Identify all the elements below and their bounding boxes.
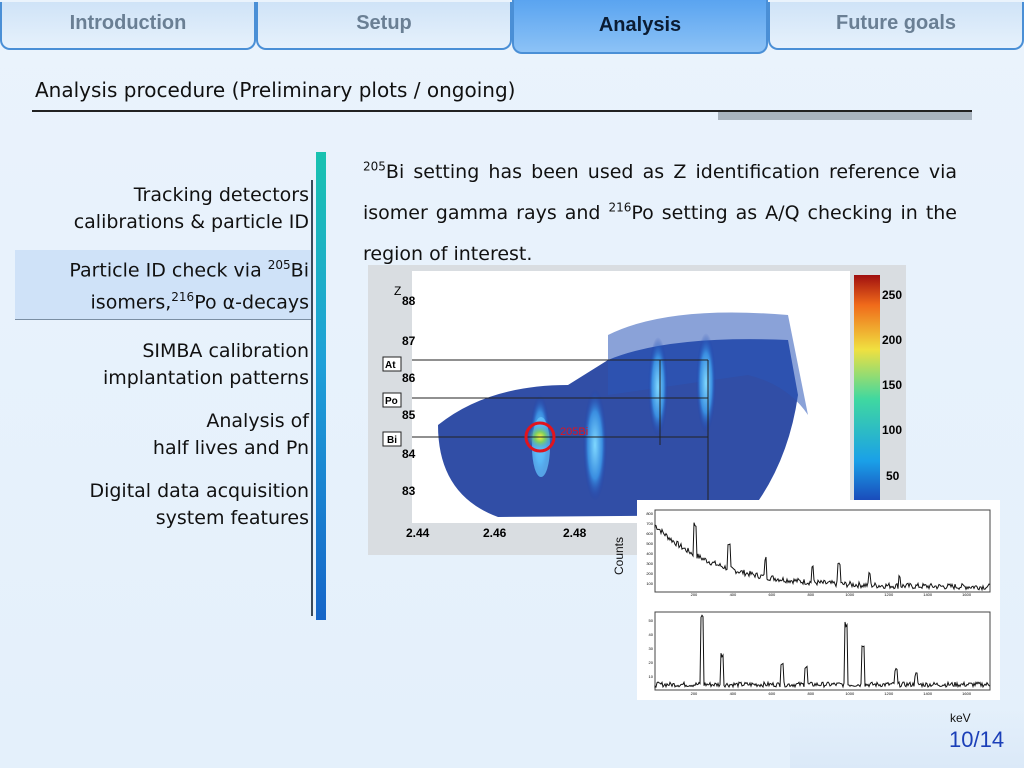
tick-label: 1200 [884,592,894,597]
outline-sidebar: Tracking detectors calibrations & partic… [15,180,311,546]
outline-item-line: calibrations & particle ID [73,211,309,233]
sidebar-divider [311,180,313,616]
tick-label: 500 [646,541,653,546]
element-label-bi: Bi [387,435,397,446]
colorbar-tick: 250 [882,288,902,302]
colorbar-tick: 200 [882,333,902,347]
tick-label: 300 [646,561,653,566]
y-tick-label: 88 [402,294,416,308]
outline-item-daq[interactable]: Digital data acquisition system features [15,476,311,534]
corner-gradient [790,705,1024,768]
marker-label: 205Bi [560,426,588,438]
outline-item-line: Analysis of [206,409,309,432]
outline-item-line: SIMBA calibration [142,339,309,362]
title-accent-bar [718,112,972,120]
outline-item-line: implantation patterns [102,366,309,389]
tick-label: 800 [807,691,814,696]
element-label-po: Po [385,396,398,407]
tick-label: 1000 [845,691,855,696]
bi205-marker-circle [524,421,556,453]
tick-label: 1000 [845,592,855,597]
outline-item-line: system features [155,506,309,529]
colorbar [854,275,880,523]
tab-analysis[interactable]: Analysis [512,0,768,54]
tick-label: 1400 [923,691,933,696]
outline-item-line: Digital data acquisition [89,479,309,502]
tick-label: 700 [646,521,653,526]
tick-label: 1400 [923,592,933,597]
title-rule [32,110,972,112]
tab-setup[interactable]: Setup [256,2,512,50]
tick-label: 600 [646,531,653,536]
tick-label: 50 [649,618,654,623]
tick-label: 400 [646,551,653,556]
tab-future-goals[interactable]: Future goals [768,2,1024,50]
tick-label: 1600 [962,691,972,696]
x-tick-label: 2.48 [563,526,587,540]
y-tick-label: 84 [402,447,416,461]
slide-title: Analysis procedure (Preliminary plots / … [35,78,516,102]
sidebar-gradient-bar [316,152,326,620]
tick-label: 10 [649,674,654,679]
tick-label: 1600 [962,592,972,597]
colorbar-tick: 50 [886,469,900,483]
spectrum-xlabel: keV [950,711,971,725]
spectrum-ylabel: Counts [612,536,626,575]
outline-item-half-lives[interactable]: Analysis of half lives and Pn [15,406,311,464]
outline-item-line: isomers,216Po α-decays [90,290,309,314]
tick-label: 100 [646,581,653,586]
outline-item-simba[interactable]: SIMBA calibration implantation patterns [15,336,311,394]
tick-label: 1200 [884,691,894,696]
outline-item-line: Tracking detectors [133,184,309,206]
page-number: 10/14 [949,727,1005,752]
tick-label: 200 [646,571,653,576]
element-label-at: At [385,360,396,371]
tick-label: 400 [730,691,737,696]
tick-label: 800 [646,511,653,516]
y-tick-label: 83 [402,484,416,498]
tick-label: 600 [769,691,776,696]
outline-item-line: half lives and Pn [152,436,309,459]
tick-label: 600 [769,592,776,597]
x-tick-label: 2.44 [406,526,430,540]
tick-label: 400 [730,592,737,597]
tick-label: 40 [649,632,654,637]
body-paragraph: 205Bi setting has been used as Z identif… [363,159,957,265]
tick-label: 30 [649,646,654,651]
section-tabs: Introduction Setup Analysis Future goals [0,0,1024,56]
outline-item-line: Particle ID check via 205Bi [69,258,309,282]
y-tick-label: 87 [402,334,416,348]
y-tick-label: 86 [402,371,416,385]
tab-introduction[interactable]: Introduction [0,2,256,50]
outline-item-tracking[interactable]: Tracking detectors calibrations & partic… [15,180,311,238]
colorbar-tick: 100 [882,423,902,437]
colorbar-tick: 150 [882,378,902,392]
y-tick-label: 85 [402,408,416,422]
z-axis-label: Z [394,284,401,298]
tick-label: 20 [649,660,654,665]
tick-label: 200 [691,592,698,597]
outline-item-particle-id[interactable]: Particle ID check via 205Bi isomers,216P… [15,250,311,320]
tick-label: 800 [807,592,814,597]
tick-label: 200 [691,691,698,696]
gamma-spectra: 200 400 600 800 1000 1200 1400 1600 200 400 600 80… [637,500,1000,700]
x-tick-label: 2.46 [483,526,507,540]
